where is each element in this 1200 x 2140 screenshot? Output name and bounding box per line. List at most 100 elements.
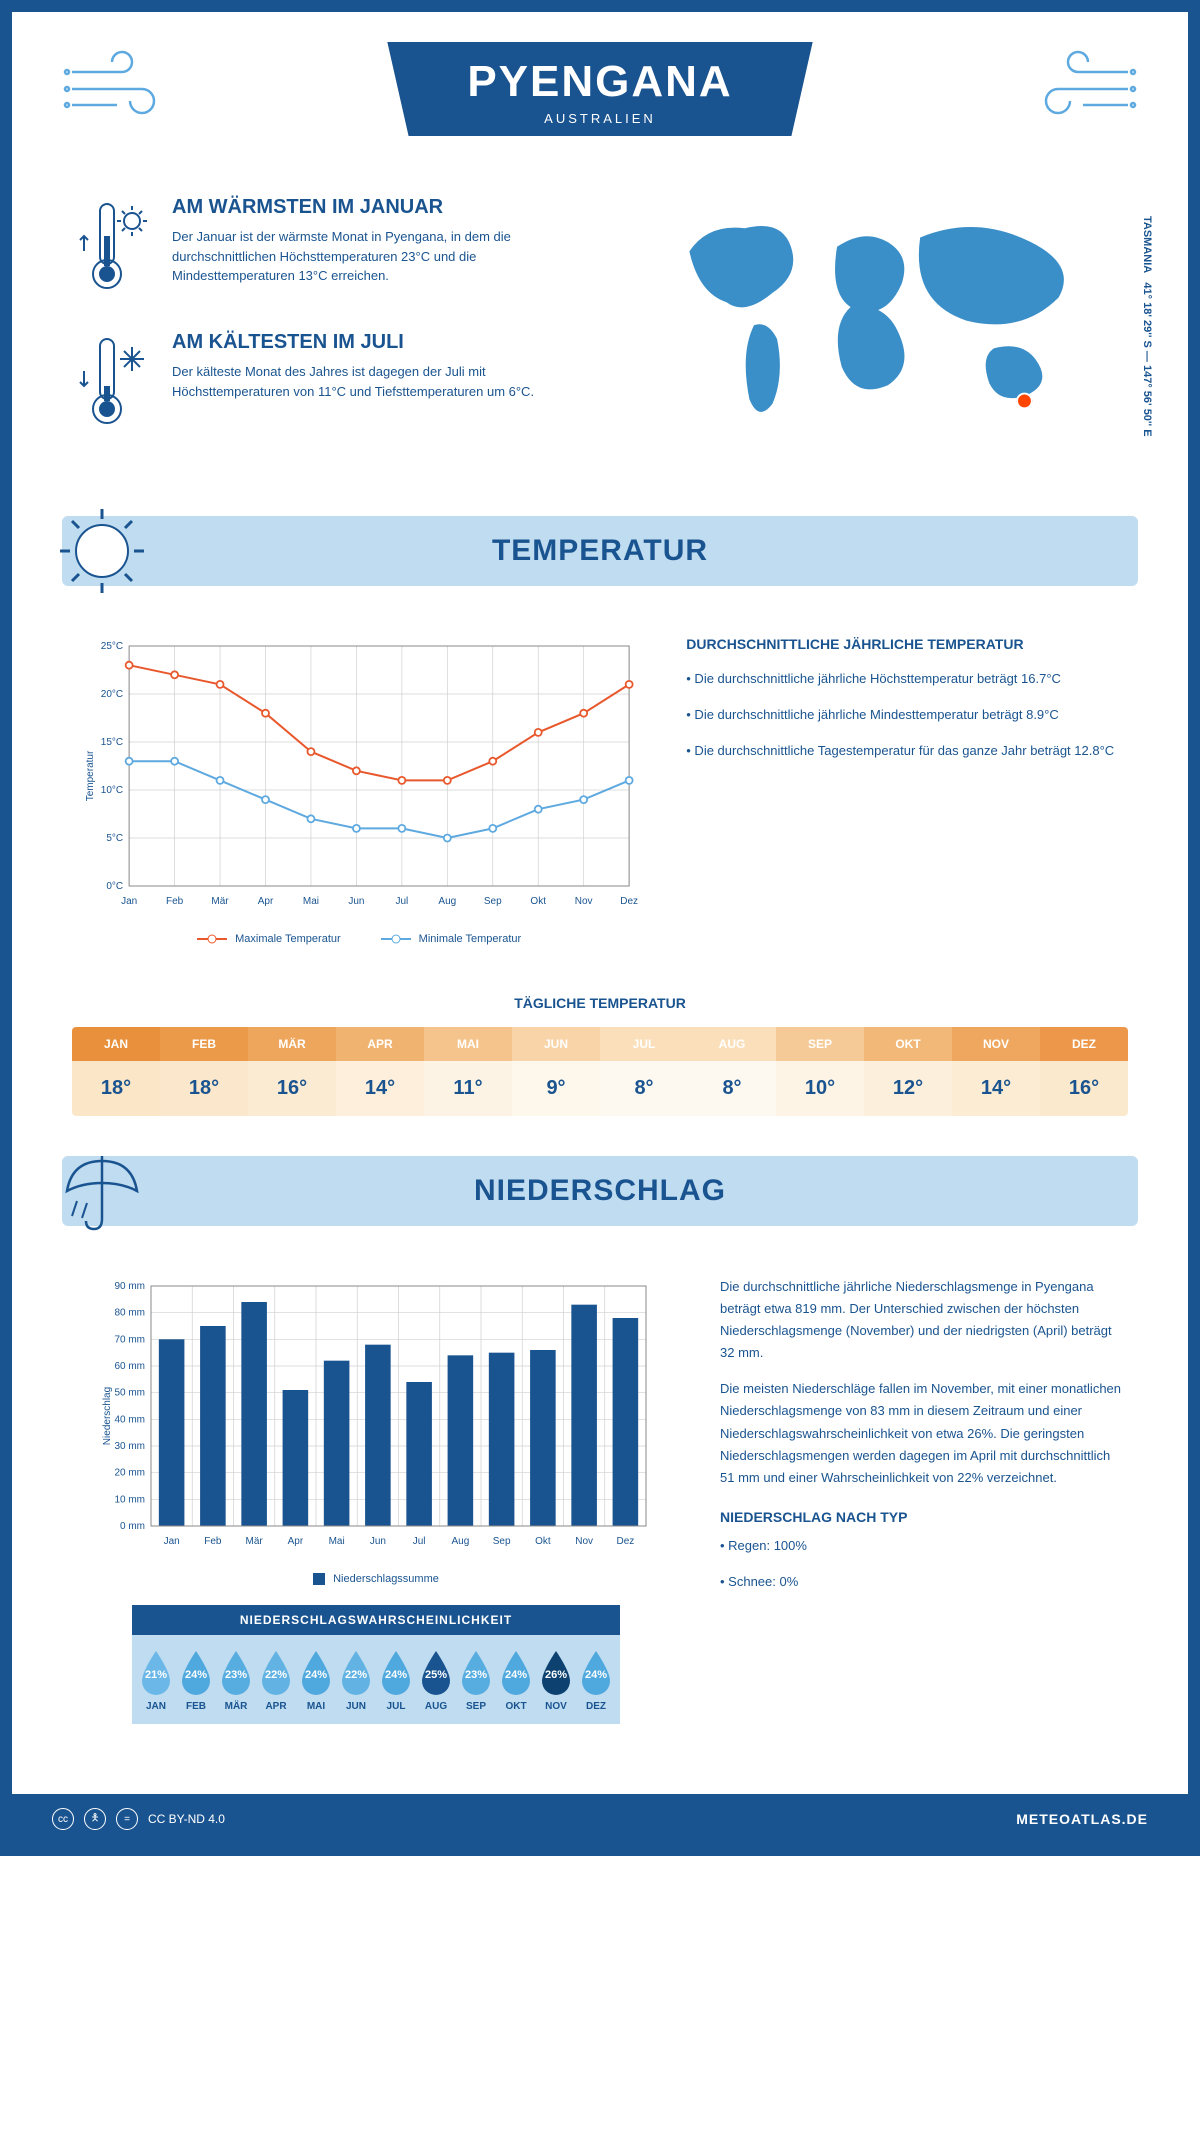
coords-text: 41° 18' 29'' S — 147° 56' 50'' E [1141, 282, 1153, 436]
svg-text:90 mm: 90 mm [114, 1281, 145, 1292]
svg-text:Mär: Mär [246, 1536, 264, 1547]
precip-type-2: • Schnee: 0% [720, 1571, 1128, 1593]
svg-text:Apr: Apr [258, 896, 274, 907]
coldest-title: AM KÄLTESTEN IM JULI [172, 331, 580, 354]
precip-type-1: • Regen: 100% [720, 1535, 1128, 1557]
svg-text:Niederschlag: Niederschlag [102, 1387, 113, 1445]
footer: cc 🯅 = CC BY-ND 4.0 METEOATLAS.DE [12, 1794, 1188, 1844]
svg-text:15°C: 15°C [101, 737, 123, 748]
svg-text:5°C: 5°C [106, 833, 123, 844]
prob-col: 23%MÄR [216, 1647, 256, 1712]
temp-col: OKT12° [864, 1027, 952, 1116]
coordinates: TASMANIA 41° 18' 29'' S — 147° 56' 50'' … [1141, 216, 1153, 437]
temp-col: MÄR16° [248, 1027, 336, 1116]
daily-temp-table: JAN18°FEB18°MÄR16°APR14°MAI11°JUN9°JUL8°… [72, 1027, 1128, 1116]
svg-text:Dez: Dez [620, 896, 638, 907]
svg-text:20°C: 20°C [101, 689, 123, 700]
precip-chart-row: 0 mm10 mm20 mm30 mm40 mm50 mm60 mm70 mm8… [12, 1246, 1188, 1754]
legend-min: Minimale Temperatur [419, 933, 522, 945]
thermometer-hot-icon [72, 196, 152, 301]
warmest-text: Der Januar ist der wärmste Monat in Pyen… [172, 227, 580, 286]
precip-heading: NIEDERSCHLAG [62, 1174, 1138, 1208]
coldest-text: Der kälteste Monat des Jahres ist dagege… [172, 362, 580, 401]
wind-icon-right [1018, 47, 1138, 127]
temperature-heading: TEMPERATUR [62, 534, 1138, 568]
coldest-fact: AM KÄLTESTEN IM JULI Der kälteste Monat … [72, 331, 580, 436]
wind-icon-left [62, 47, 182, 127]
temp-col: AUG8° [688, 1027, 776, 1116]
prob-col: 24%JUL [376, 1647, 416, 1712]
temperature-summary: DURCHSCHNITTLICHE JÄHRLICHE TEMPERATUR •… [686, 636, 1128, 945]
svg-text:Jul: Jul [395, 896, 408, 907]
temp-bullet-3: • Die durchschnittliche Tagestemperatur … [686, 740, 1128, 762]
svg-text:Apr: Apr [288, 1536, 304, 1547]
prob-col: 24%FEB [176, 1647, 216, 1712]
svg-text:Sep: Sep [493, 1536, 511, 1547]
svg-text:40 mm: 40 mm [114, 1414, 145, 1425]
prob-col: 22%JUN [336, 1647, 376, 1712]
info-section: AM WÄRMSTEN IM JANUAR Der Januar ist der… [12, 156, 1188, 496]
svg-text:10°C: 10°C [101, 785, 123, 796]
location-title: PYENGANA [467, 57, 732, 107]
umbrella-icon [52, 1141, 152, 1241]
legend-max: Maximale Temperatur [235, 933, 341, 945]
temp-col: JAN18° [72, 1027, 160, 1116]
license-text: CC BY-ND 4.0 [148, 1812, 225, 1826]
svg-text:Jun: Jun [370, 1536, 386, 1547]
svg-text:Jul: Jul [413, 1536, 426, 1547]
temp-col: JUL8° [600, 1027, 688, 1116]
sun-icon [52, 501, 152, 601]
prob-col: 24%MAI [296, 1647, 336, 1712]
svg-text:50 mm: 50 mm [114, 1388, 145, 1399]
svg-text:Jun: Jun [348, 896, 364, 907]
prob-col: 26%NOV [536, 1647, 576, 1712]
temp-col: DEZ16° [1040, 1027, 1128, 1116]
svg-text:Jan: Jan [121, 896, 137, 907]
temperature-chart-row: 0°C5°C10°C15°C20°C25°CJanFebMärAprMaiJun… [12, 606, 1188, 975]
prob-heading: NIEDERSCHLAGSWAHRSCHEINLICHKEIT [132, 1605, 620, 1635]
legend-precip: Niederschlagssumme [333, 1573, 439, 1585]
nd-icon: = [116, 1808, 138, 1830]
by-icon: 🯅 [84, 1808, 106, 1830]
svg-text:70 mm: 70 mm [114, 1334, 145, 1345]
thermometer-cold-icon [72, 331, 152, 436]
prob-col: 25%AUG [416, 1647, 456, 1712]
site-name: METEOATLAS.DE [1016, 1811, 1148, 1827]
svg-text:25°C: 25°C [101, 641, 123, 652]
precip-section-header: NIEDERSCHLAG [62, 1156, 1138, 1226]
svg-text:Dez: Dez [616, 1536, 634, 1547]
daily-temp-title: TÄGLICHE TEMPERATUR [12, 995, 1188, 1011]
header: PYENGANA AUSTRALIEN [12, 12, 1188, 156]
prob-col: 24%DEZ [576, 1647, 616, 1712]
region-label: TASMANIA [1141, 216, 1153, 273]
temp-col: NOV14° [952, 1027, 1040, 1116]
svg-text:Okt: Okt [530, 896, 546, 907]
temp-col: APR14° [336, 1027, 424, 1116]
svg-text:Okt: Okt [535, 1536, 551, 1547]
cc-icon: cc [52, 1808, 74, 1830]
precip-type-heading: NIEDERSCHLAG NACH TYP [720, 1509, 1128, 1525]
prob-col: 24%OKT [496, 1647, 536, 1712]
location-country: AUSTRALIEN [467, 111, 732, 126]
svg-text:Nov: Nov [575, 1536, 593, 1547]
svg-text:Nov: Nov [575, 896, 593, 907]
infographic-page: PYENGANA AUSTRALIEN AM WÄRMSTEN IM JANUA… [0, 0, 1200, 1856]
svg-text:10 mm: 10 mm [114, 1494, 145, 1505]
svg-text:Aug: Aug [451, 1536, 469, 1547]
title-banner: PYENGANA AUSTRALIEN [387, 42, 812, 136]
warmest-title: AM WÄRMSTEN IM JANUAR [172, 196, 580, 219]
temperature-line-chart: 0°C5°C10°C15°C20°C25°CJanFebMärAprMaiJun… [72, 636, 646, 916]
svg-text:Feb: Feb [204, 1536, 222, 1547]
temp-col: FEB18° [160, 1027, 248, 1116]
temp-col: SEP10° [776, 1027, 864, 1116]
temp-col: MAI11° [424, 1027, 512, 1116]
svg-text:Mai: Mai [303, 896, 319, 907]
license-block: cc 🯅 = CC BY-ND 4.0 [52, 1808, 225, 1830]
precip-para-1: Die durchschnittliche jährliche Niedersc… [720, 1276, 1128, 1364]
temp-summary-heading: DURCHSCHNITTLICHE JÄHRLICHE TEMPERATUR [686, 636, 1128, 652]
precip-summary: Die durchschnittliche jährliche Niedersc… [720, 1276, 1128, 1724]
prob-col: 23%SEP [456, 1647, 496, 1712]
temp-bullet-1: • Die durchschnittliche jährliche Höchst… [686, 668, 1128, 690]
svg-text:Jan: Jan [164, 1536, 180, 1547]
svg-text:0 mm: 0 mm [120, 1521, 145, 1532]
